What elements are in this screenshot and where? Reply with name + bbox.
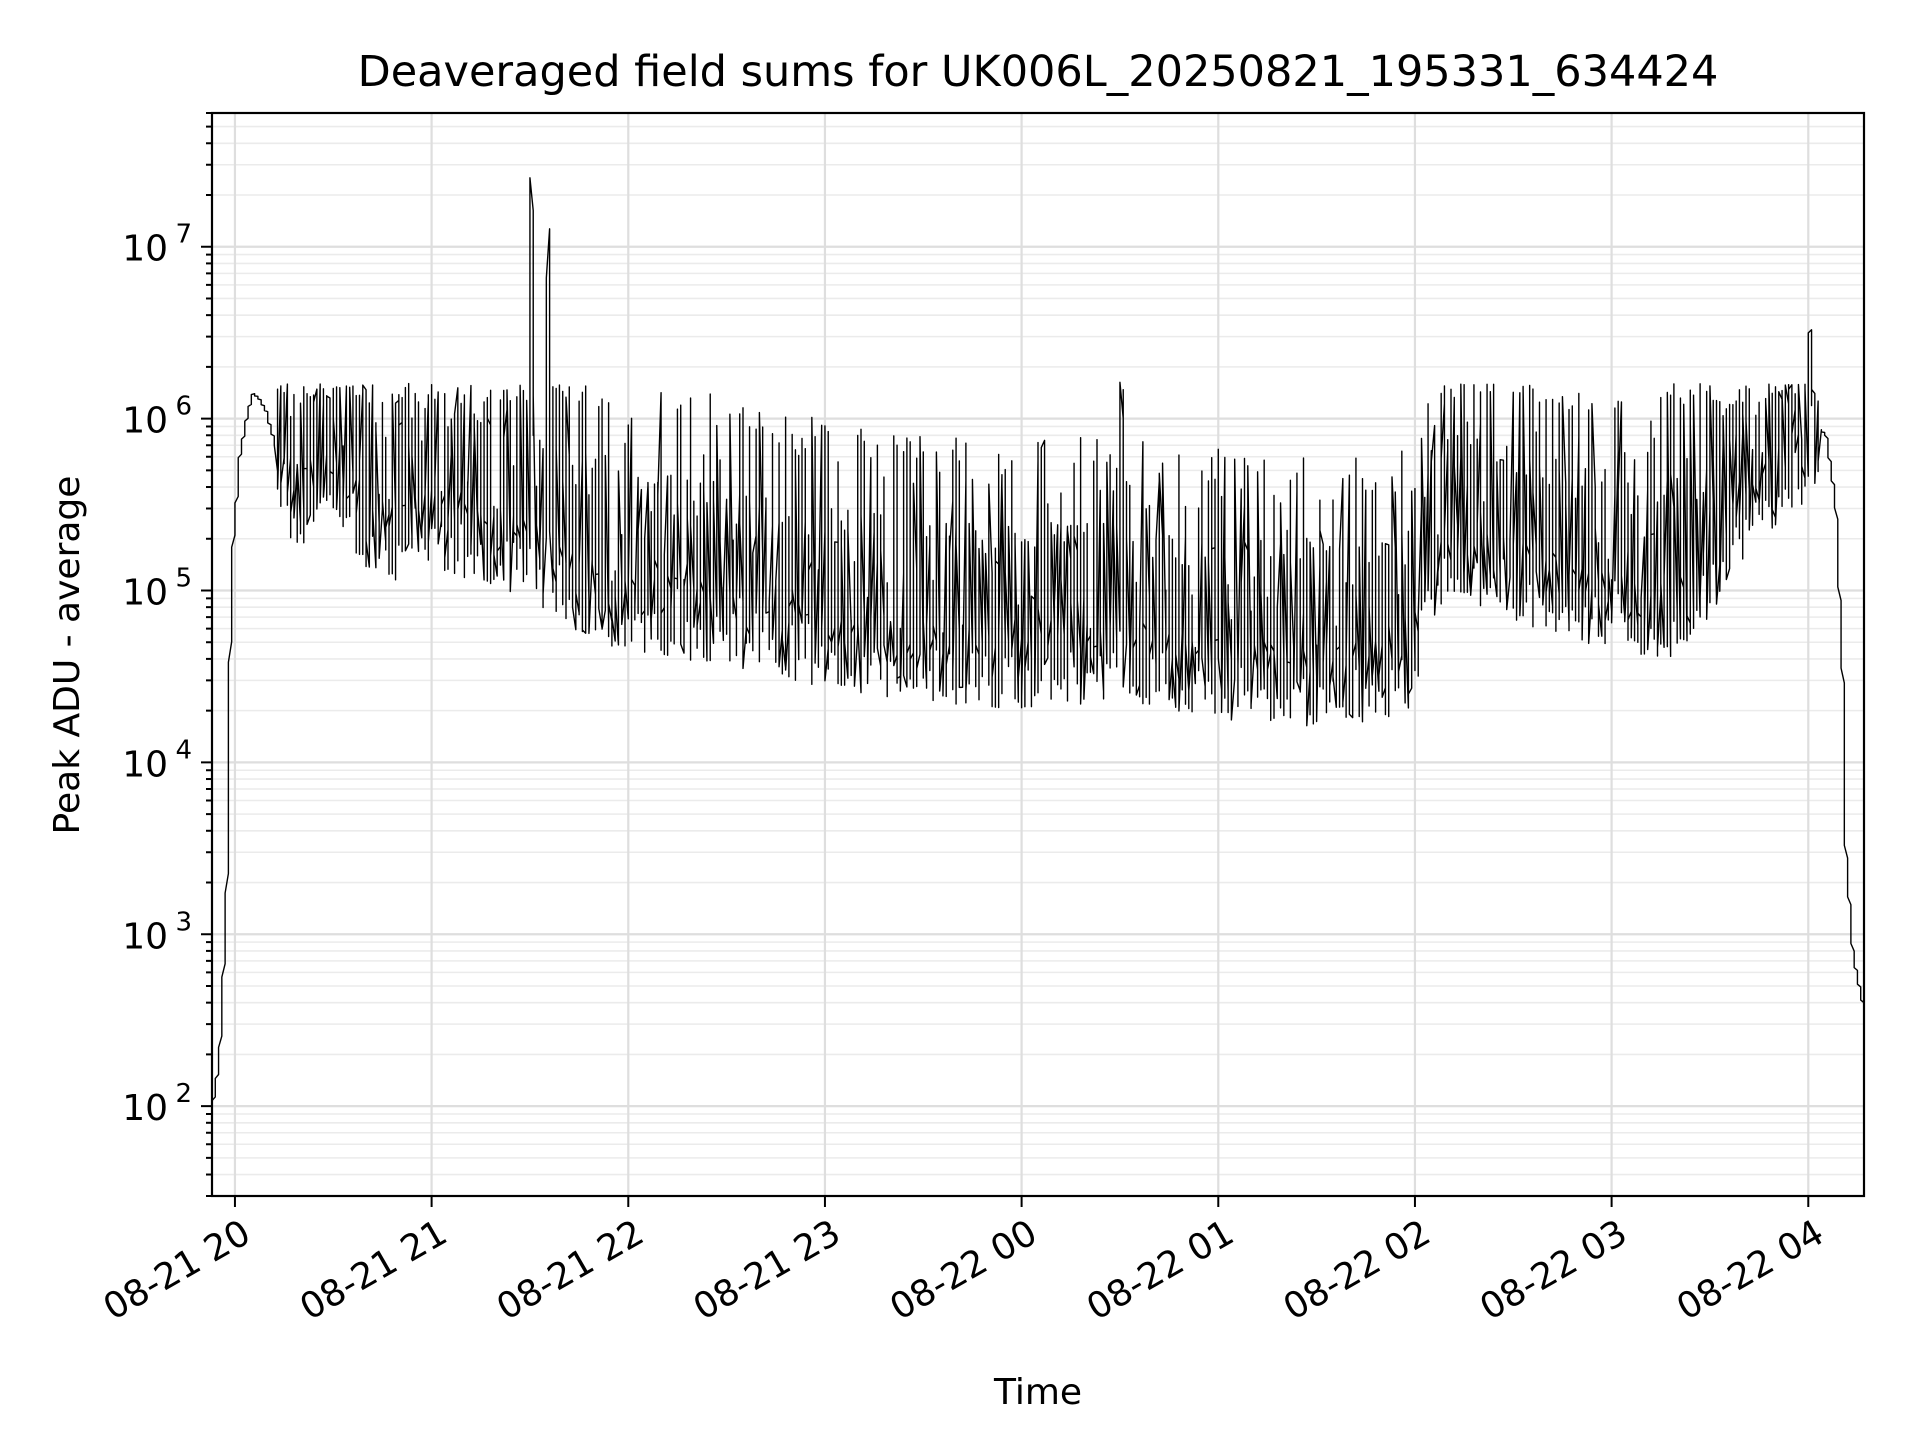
x-tick-label: 08-22 02 (1277, 1212, 1438, 1328)
x-tick-label: 08-22 03 (1473, 1212, 1634, 1328)
x-tick-label: 08-21 22 (490, 1212, 651, 1328)
x-axis-label: Time (993, 1372, 1082, 1413)
x-tick-label: 08-21 21 (293, 1212, 454, 1328)
series-layer (212, 177, 1864, 1123)
y-tick-exponent: 4 (175, 735, 192, 765)
y-tick-label: 10 7 (122, 220, 192, 270)
y-axis-label: Peak ADU - average (47, 476, 88, 835)
x-tick-label: 08-22 04 (1670, 1212, 1831, 1328)
y-tick-exponent: 3 (175, 907, 192, 937)
x-tick-label: 08-22 00 (883, 1212, 1044, 1328)
y-tick-label: 10 2 (122, 1079, 192, 1129)
y-tick-label: 10 6 (122, 392, 192, 442)
y-tick-exponent: 5 (175, 563, 192, 593)
x-tick-label: 08-21 23 (687, 1212, 848, 1328)
x-tick-label: 08-21 20 (97, 1212, 258, 1328)
y-tick-exponent: 7 (175, 220, 192, 250)
y-tick-label: 10 4 (122, 735, 192, 785)
chart-title: Deaveraged field sums for UK006L_2025082… (358, 47, 1719, 97)
x-tick-label: 08-22 01 (1080, 1212, 1241, 1328)
y-tick-exponent: 6 (175, 392, 192, 422)
y-tick-exponent: 2 (175, 1079, 192, 1109)
plot-frame (210, 111, 1866, 1198)
y-tick-label: 10 3 (122, 907, 192, 957)
series-line (212, 177, 1864, 1123)
y-tick-label: 10 5 (122, 563, 192, 613)
